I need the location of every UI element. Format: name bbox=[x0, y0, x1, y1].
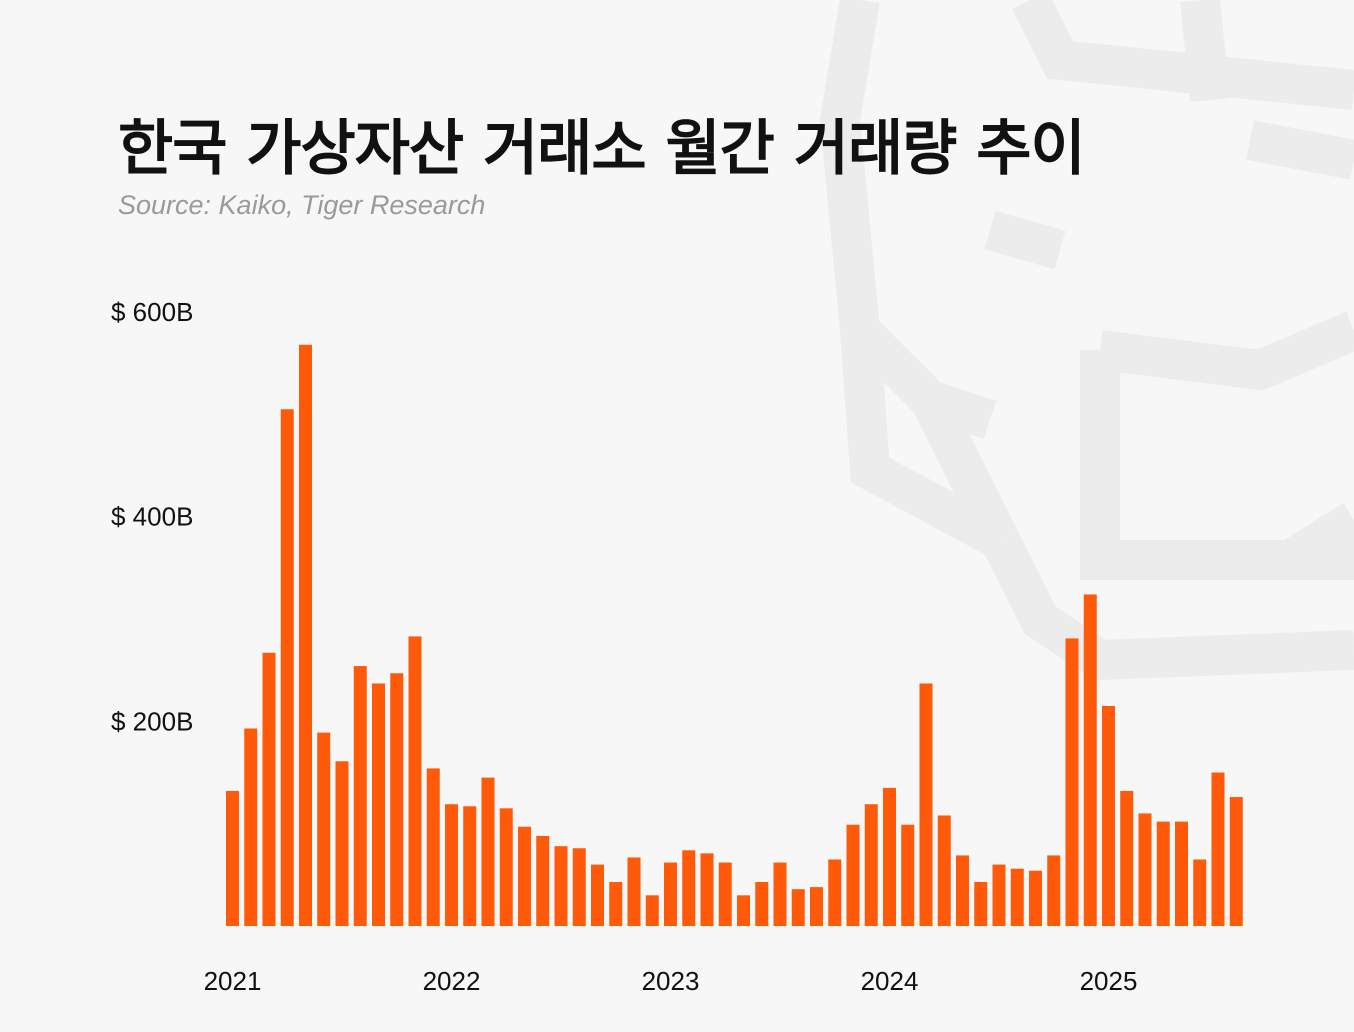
bar-44 bbox=[1029, 870, 1042, 926]
x-tick-label-2023: 2023 bbox=[642, 966, 700, 996]
bar-19 bbox=[572, 848, 586, 926]
bar-10 bbox=[408, 636, 422, 926]
bar-40 bbox=[956, 855, 969, 926]
chart-title: 한국 가상자산 거래소 월간 거래량 추이 bbox=[118, 114, 1086, 184]
bar-39 bbox=[937, 815, 951, 926]
bar-33 bbox=[828, 859, 842, 926]
bar-8 bbox=[372, 683, 385, 926]
bar-5 bbox=[317, 732, 331, 926]
bar-32 bbox=[810, 887, 823, 926]
x-tick-label-2022: 2022 bbox=[423, 966, 481, 996]
bar-34 bbox=[846, 824, 860, 926]
bar-6 bbox=[335, 761, 349, 926]
bar-49 bbox=[1120, 790, 1134, 926]
bar-35 bbox=[864, 804, 878, 926]
y-tick-label-600: $ 600B bbox=[111, 297, 193, 327]
y-tick-label-400: $ 400B bbox=[111, 502, 193, 532]
bar-20 bbox=[591, 864, 604, 926]
bar-12 bbox=[445, 804, 458, 926]
bar-47 bbox=[1083, 594, 1097, 926]
bar-30 bbox=[773, 862, 787, 926]
bar-46 bbox=[1065, 638, 1079, 926]
bar-3 bbox=[280, 409, 294, 927]
bar-17 bbox=[536, 835, 550, 926]
bar-45 bbox=[1047, 855, 1061, 926]
bar-23 bbox=[645, 895, 659, 926]
bar-37 bbox=[901, 824, 915, 926]
bar-7 bbox=[353, 666, 367, 926]
bar-36 bbox=[883, 787, 896, 926]
x-tick-label-2025: 2025 bbox=[1080, 966, 1138, 996]
bar-54 bbox=[1211, 772, 1225, 926]
bar-55 bbox=[1229, 797, 1243, 926]
bar-43 bbox=[1010, 868, 1024, 926]
bar-14 bbox=[481, 777, 495, 926]
bar-4 bbox=[299, 344, 312, 926]
bar-41 bbox=[974, 882, 988, 926]
bar-28 bbox=[737, 895, 750, 926]
bar-9 bbox=[390, 673, 404, 926]
bar-51 bbox=[1156, 821, 1170, 926]
bar-31 bbox=[791, 889, 805, 926]
bar-27 bbox=[718, 862, 732, 926]
bar-38 bbox=[919, 683, 933, 926]
bar-18 bbox=[554, 846, 568, 926]
bar-13 bbox=[463, 806, 477, 926]
bar-52 bbox=[1175, 821, 1188, 926]
bar-48 bbox=[1102, 705, 1115, 926]
bar-2 bbox=[262, 652, 276, 926]
bar-0 bbox=[226, 790, 239, 926]
bar-25 bbox=[682, 850, 696, 926]
bar-11 bbox=[426, 768, 440, 926]
bar-29 bbox=[755, 882, 769, 926]
bar-42 bbox=[992, 864, 1006, 926]
bar-15 bbox=[499, 808, 513, 926]
bar-53 bbox=[1193, 859, 1207, 926]
x-tick-label-2021: 2021 bbox=[204, 966, 262, 996]
bar-24 bbox=[664, 862, 677, 926]
bar-50 bbox=[1138, 813, 1152, 926]
bar-21 bbox=[609, 882, 623, 926]
bar-16 bbox=[518, 826, 531, 926]
x-tick-label-2024: 2024 bbox=[861, 966, 919, 996]
bar-26 bbox=[700, 853, 714, 926]
bar-1 bbox=[244, 728, 258, 926]
y-tick-label-200: $ 200B bbox=[111, 706, 193, 736]
chart-source: Source: Kaiko, Tiger Research bbox=[118, 190, 486, 220]
bar-22 bbox=[627, 857, 641, 926]
